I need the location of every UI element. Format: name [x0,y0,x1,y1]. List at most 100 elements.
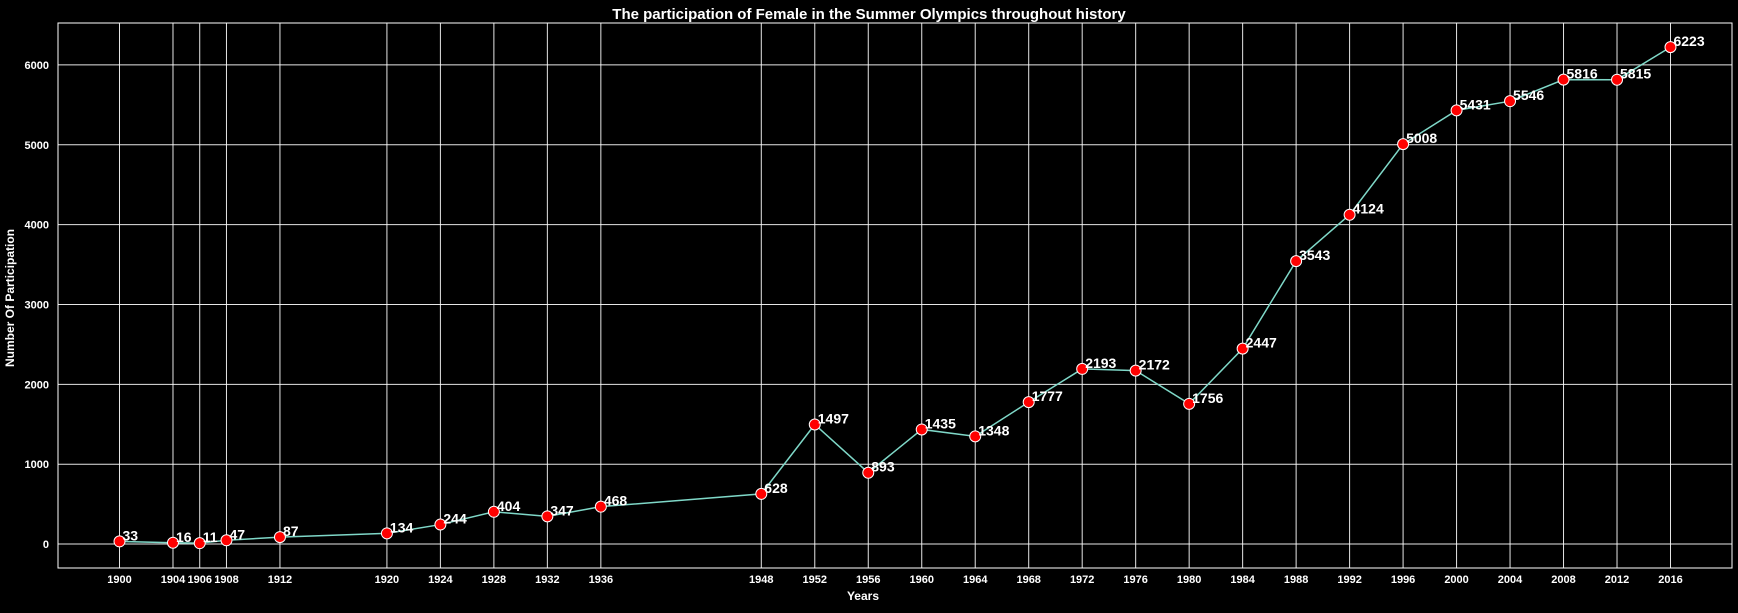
data-label: 2172 [1139,357,1170,373]
data-label: 1756 [1192,390,1223,406]
data-point [487,505,500,518]
data-point [1504,95,1517,108]
y-tick-label: 0 [43,539,49,551]
x-tick-label: 1996 [1391,574,1415,586]
x-tick-label: 1906 [187,574,211,586]
x-tick-label: 2000 [1444,574,1468,586]
y-tick-label: 6000 [25,60,49,72]
data-point [915,423,928,436]
data-point [273,531,286,544]
data-point [193,537,206,550]
data-point [220,534,233,547]
data-label: 1435 [925,415,956,431]
data-point [166,536,179,549]
x-tick-label: 1968 [1016,574,1040,586]
data-label: 893 [871,459,895,475]
data-label: 5815 [1620,66,1651,82]
data-label: 4124 [1353,201,1384,217]
data-label: 1497 [818,411,849,427]
data-label: 5816 [1567,66,1598,82]
data-label: 404 [497,498,521,514]
data-label: 5431 [1460,96,1491,112]
data-labels: 33 16 11 47 87 134 244 404 347 468 628 1497 893 1435 1… [123,33,1705,545]
data-point [1236,342,1249,355]
data-label: 16 [176,529,192,545]
x-tick-label: 1908 [214,574,238,586]
x-tick-label: 2012 [1605,574,1629,586]
y-tick-label: 1000 [25,459,49,471]
y-tick-label: 3000 [25,299,49,311]
data-label: 468 [604,493,628,509]
data-point [1022,396,1035,409]
data-point [1557,73,1570,86]
data-points [113,41,1677,550]
data-point [1183,397,1196,410]
x-tick-label: 2016 [1658,574,1682,586]
data-label: 47 [229,526,245,542]
data-point [1664,41,1677,54]
data-label: 5008 [1406,130,1437,146]
x-tick-label: 1924 [428,574,453,586]
x-tick-label: 1956 [856,574,880,586]
data-label: 5546 [1513,87,1544,103]
x-tick-label: 1900 [107,574,131,586]
grid [58,23,1732,568]
chart-title: The participation of Female in the Summe… [612,6,1126,23]
data-point [969,430,982,443]
x-tick-label: 1904 [161,574,186,586]
data-point [594,500,607,513]
data-point [1076,362,1089,375]
x-tick-label: 1972 [1070,574,1094,586]
x-tick-label: 1928 [482,574,506,586]
y-axis-label: Number Of Participation [3,229,17,367]
data-label: 134 [390,519,414,535]
data-point [1450,104,1463,117]
data-point [862,466,875,479]
x-tick-label: 1932 [535,574,559,586]
data-label: 1777 [1032,388,1063,404]
x-tick-label: 1952 [803,574,827,586]
x-axis-ticks: 1900 1904 1906 1908 1912 1920 1924 1928 1932 1936… [107,574,1682,586]
x-tick-label: 1984 [1230,574,1255,586]
y-tick-label: 5000 [25,140,49,152]
data-label: 11 [203,529,218,545]
data-label: 2447 [1246,335,1277,351]
data-point [1290,255,1303,268]
data-point [1611,73,1624,86]
data-point [1129,364,1142,377]
y-tick-label: 2000 [25,379,49,391]
data-label: 3543 [1299,247,1330,263]
plot-frame [57,22,1733,569]
x-tick-label: 2008 [1551,574,1575,586]
x-tick-label: 1964 [963,574,988,586]
y-tick-label: 4000 [25,220,49,232]
data-label: 1348 [978,422,1009,438]
data-point [808,418,821,431]
data-point [755,487,768,500]
data-point [113,535,126,548]
data-point [541,510,554,523]
data-point [1397,138,1410,151]
x-tick-label: 1936 [589,574,613,586]
x-tick-label: 2004 [1498,574,1523,586]
data-point [1343,208,1356,221]
y-axis-ticks: 0 1000 2000 3000 4000 5000 6000 [25,60,49,551]
x-tick-label: 1976 [1123,574,1147,586]
x-tick-label: 1980 [1177,574,1201,586]
x-tick-label: 1912 [268,574,292,586]
data-label: 33 [123,527,139,543]
data-point [434,518,447,531]
x-tick-label: 1948 [749,574,773,586]
x-tick-label: 1960 [909,574,933,586]
x-tick-label: 1920 [375,574,399,586]
data-label: 244 [443,511,467,527]
data-point [380,527,393,540]
data-label: 2193 [1085,355,1116,371]
x-tick-label: 1992 [1337,574,1361,586]
data-label: 628 [764,480,788,496]
series-line [119,46,1671,544]
x-axis-label: Years [847,589,879,603]
data-label: 347 [550,502,574,518]
